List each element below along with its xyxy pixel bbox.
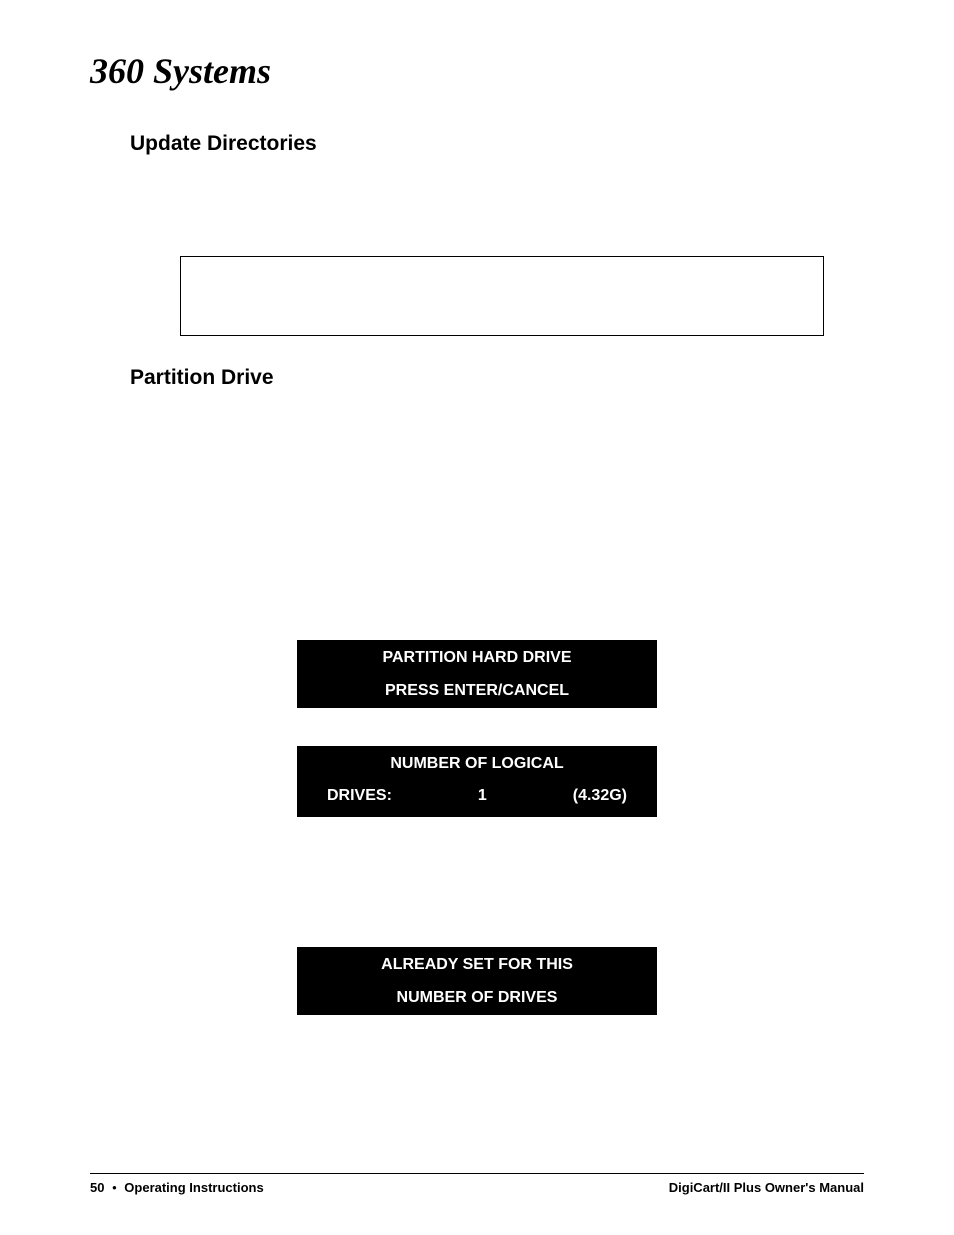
lcd-line: ALREADY SET FOR THIS: [297, 955, 657, 988]
footer-bullet: •: [108, 1180, 121, 1195]
lcd-row-label: DRIVES:: [327, 786, 392, 807]
lcd-row-value: 1: [478, 786, 487, 807]
page-number: 50: [90, 1180, 104, 1195]
heading-update-directories: Update Directories: [130, 132, 864, 156]
lcd-display-2: NUMBER OF LOGICAL DRIVES: 1 (4.32G): [297, 746, 657, 818]
footer-manual-title: DigiCart/II Plus Owner's Manual: [669, 1180, 864, 1195]
lcd-line: PARTITION HARD DRIVE: [297, 648, 657, 681]
spacer: [90, 718, 864, 746]
spacer: [90, 827, 864, 947]
lcd-row: DRIVES: 1 (4.32G): [297, 786, 657, 811]
lcd-display-3: ALREADY SET FOR THIS NUMBER OF DRIVES: [297, 947, 657, 1015]
lcd-display-1: PARTITION HARD DRIVE PRESS ENTER/CANCEL: [297, 640, 657, 708]
callout-box: [180, 256, 824, 336]
footer-left: 50 • Operating Instructions: [90, 1180, 264, 1195]
lcd-line: NUMBER OF LOGICAL: [297, 754, 657, 787]
lcd-line: NUMBER OF DRIVES: [297, 988, 657, 1009]
brand-logo: 360 Systems: [90, 50, 864, 92]
heading-partition-drive: Partition Drive: [130, 366, 864, 390]
spacer: [90, 410, 864, 640]
footer-section: Operating Instructions: [124, 1180, 263, 1195]
manual-page: 360 Systems Update Directories Partition…: [0, 0, 954, 1235]
lcd-line: PRESS ENTER/CANCEL: [297, 681, 657, 702]
page-footer: 50 • Operating Instructions DigiCart/II …: [90, 1173, 864, 1195]
lcd-row-size: (4.32G): [573, 786, 627, 807]
